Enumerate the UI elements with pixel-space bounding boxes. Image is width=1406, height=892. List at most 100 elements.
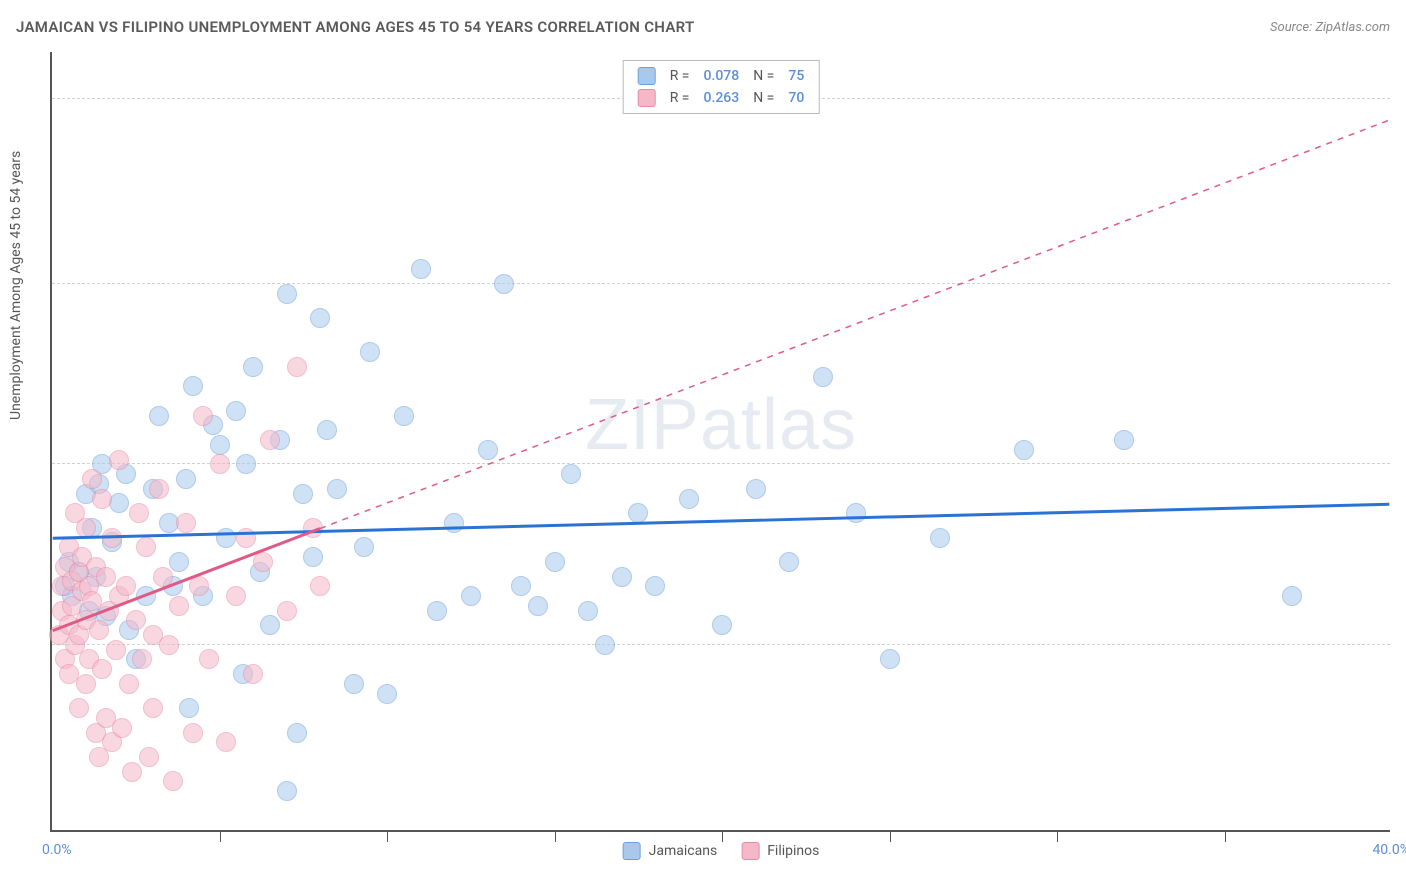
x-tick (1057, 832, 1058, 842)
scatter-point (595, 635, 615, 655)
scatter-point (183, 376, 203, 396)
correlation-legend: R = 0.078 N = 75 R = 0.263 N = 70 (623, 60, 820, 114)
scatter-point (478, 440, 498, 460)
scatter-point (277, 284, 297, 304)
scatter-point (236, 454, 256, 474)
scatter-point (189, 576, 209, 596)
x-tick (555, 832, 556, 842)
legend-swatch-filipinos (741, 842, 759, 860)
scatter-point (89, 620, 109, 640)
scatter-point (243, 357, 263, 377)
scatter-plot: ZIPatlas R = 0.078 N = 75 R = 0.263 N = … (50, 52, 1390, 832)
scatter-point (779, 552, 799, 572)
scatter-point (106, 640, 126, 660)
scatter-point (243, 664, 263, 684)
scatter-point (310, 576, 330, 596)
scatter-point (1282, 586, 1302, 606)
scatter-point (119, 674, 139, 694)
legend-row: R = 0.263 N = 70 (638, 87, 805, 109)
scatter-point (169, 596, 189, 616)
scatter-point (253, 552, 273, 572)
x-tick (722, 832, 723, 842)
scatter-point (880, 649, 900, 669)
scatter-point (427, 601, 447, 621)
scatter-point (76, 518, 96, 538)
x-axis-min-label: 0.0% (42, 842, 72, 858)
legend-swatch-jamaicans (638, 67, 656, 85)
x-tick (220, 832, 221, 842)
scatter-point (92, 659, 112, 679)
scatter-point (260, 615, 280, 635)
chart-title: JAMAICAN VS FILIPINO UNEMPLOYMENT AMONG … (16, 18, 695, 36)
chart-header: JAMAICAN VS FILIPINO UNEMPLOYMENT AMONG … (16, 18, 1390, 36)
scatter-point (545, 552, 565, 572)
scatter-point (1114, 430, 1134, 450)
chart-source: Source: ZipAtlas.com (1270, 20, 1390, 35)
legend-swatch-filipinos (638, 89, 656, 107)
series-legend: Jamaicans Filipinos (623, 842, 820, 860)
scatter-point (210, 435, 230, 455)
scatter-point (92, 489, 112, 509)
scatter-point (303, 518, 323, 538)
scatter-point (494, 274, 514, 294)
scatter-point (444, 513, 464, 533)
scatter-point (139, 747, 159, 767)
scatter-point (360, 342, 380, 362)
x-tick (890, 832, 891, 842)
scatter-point (236, 528, 256, 548)
scatter-point (846, 503, 866, 523)
scatter-point (377, 684, 397, 704)
scatter-point (176, 513, 196, 533)
scatter-point (143, 698, 163, 718)
scatter-point (277, 601, 297, 621)
scatter-point (69, 698, 89, 718)
scatter-point (354, 537, 374, 557)
gridline-h (52, 283, 1390, 284)
scatter-point (179, 698, 199, 718)
scatter-point (930, 528, 950, 548)
scatter-point (277, 781, 297, 801)
x-tick (1225, 832, 1226, 842)
scatter-point (163, 771, 183, 791)
scatter-point (746, 479, 766, 499)
legend-label: Jamaicans (649, 843, 718, 859)
scatter-point (193, 406, 213, 426)
scatter-point (132, 649, 152, 669)
scatter-point (226, 401, 246, 421)
scatter-point (287, 357, 307, 377)
scatter-point (112, 718, 132, 738)
scatter-point (344, 674, 364, 694)
scatter-point (199, 649, 219, 669)
scatter-point (303, 547, 323, 567)
scatter-point (645, 576, 665, 596)
scatter-point (109, 450, 129, 470)
legend-row: R = 0.078 N = 75 (638, 65, 805, 87)
scatter-point (76, 674, 96, 694)
scatter-point (82, 469, 102, 489)
scatter-point (176, 469, 196, 489)
scatter-point (129, 503, 149, 523)
legend-swatch-jamaicans (623, 842, 641, 860)
scatter-point (102, 528, 122, 548)
scatter-point (183, 723, 203, 743)
legend-label: Filipinos (767, 843, 819, 859)
gridline-h (52, 644, 1390, 645)
scatter-point (149, 479, 169, 499)
scatter-point (260, 430, 280, 450)
scatter-point (169, 552, 189, 572)
scatter-point (612, 567, 632, 587)
scatter-point (216, 732, 236, 752)
scatter-point (210, 454, 230, 474)
scatter-point (561, 464, 581, 484)
scatter-point (813, 367, 833, 387)
scatter-point (216, 528, 236, 548)
scatter-point (287, 723, 307, 743)
scatter-point (679, 489, 699, 509)
scatter-point (149, 406, 169, 426)
scatter-point (310, 308, 330, 328)
scatter-point (136, 586, 156, 606)
scatter-point (136, 537, 156, 557)
scatter-point (511, 576, 531, 596)
watermark: ZIPatlas (585, 384, 857, 466)
scatter-point (628, 503, 648, 523)
